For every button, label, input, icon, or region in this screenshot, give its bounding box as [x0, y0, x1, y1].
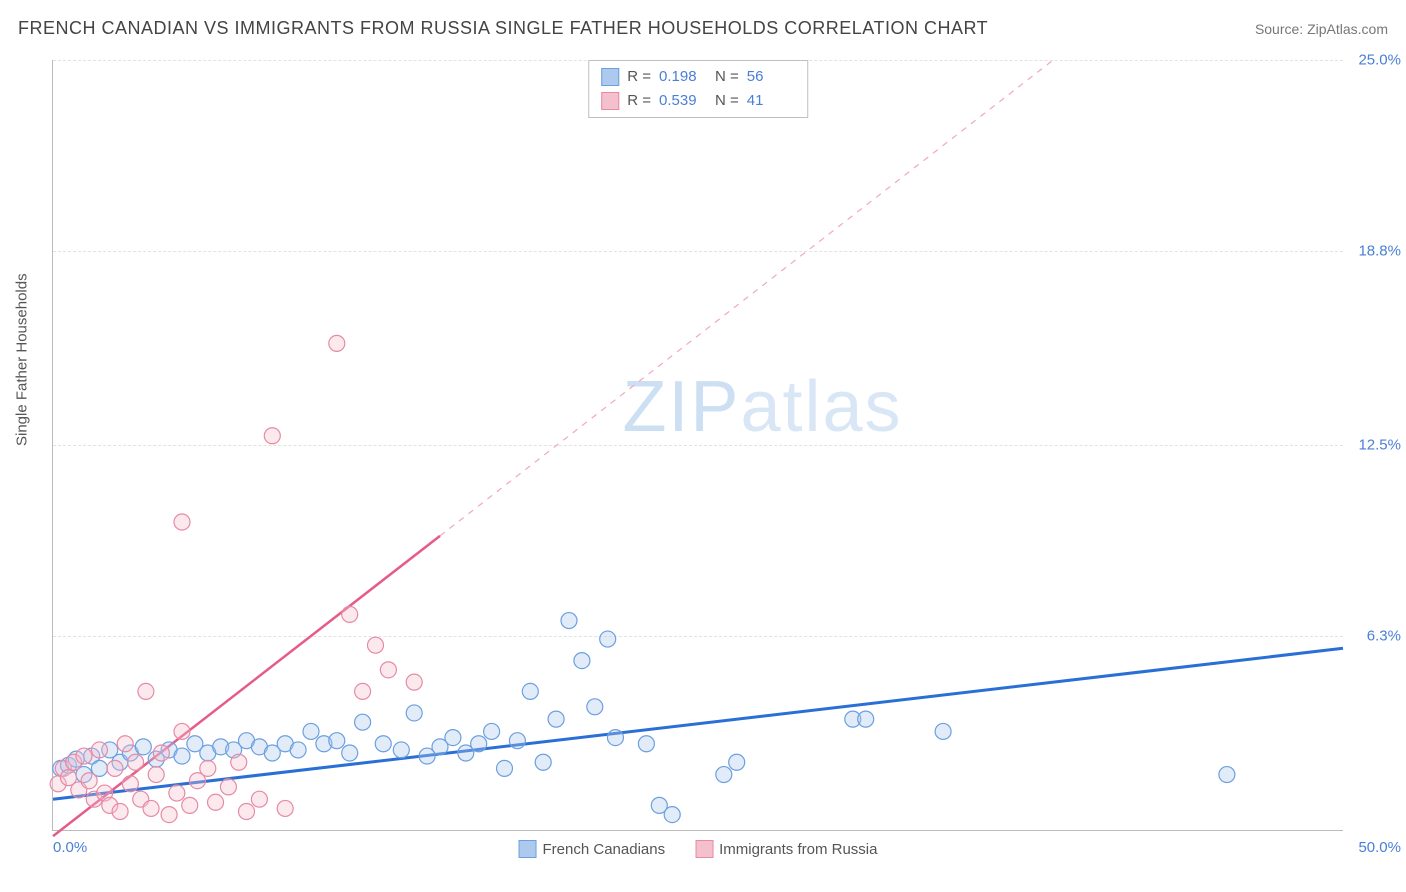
data-point [81, 773, 97, 789]
stat-N-value: 56 [747, 65, 795, 89]
legend-label: Immigrants from Russia [719, 841, 877, 858]
data-point [342, 745, 358, 761]
data-point [600, 631, 616, 647]
data-point [182, 797, 198, 813]
data-point [393, 742, 409, 758]
data-point [251, 791, 267, 807]
data-point [535, 754, 551, 770]
data-point [858, 711, 874, 727]
data-point [368, 637, 384, 653]
data-point [484, 723, 500, 739]
data-point [716, 767, 732, 783]
data-point [290, 742, 306, 758]
data-point [143, 800, 159, 816]
data-point [122, 776, 138, 792]
legend-swatch [601, 68, 619, 86]
data-point [174, 723, 190, 739]
data-point [239, 804, 255, 820]
data-point [574, 653, 590, 669]
legend-label: French Canadians [543, 841, 666, 858]
data-point [91, 742, 107, 758]
data-point [509, 733, 525, 749]
stat-R-label: R = [627, 89, 651, 113]
data-point [329, 335, 345, 351]
legend-swatch [601, 92, 619, 110]
data-point [128, 754, 144, 770]
data-point [471, 736, 487, 752]
stat-R-value: 0.198 [659, 65, 707, 89]
data-point [935, 723, 951, 739]
data-point [406, 705, 422, 721]
data-point [264, 428, 280, 444]
data-point [277, 800, 293, 816]
data-point [522, 683, 538, 699]
stats-legend: R = 0.198 N = 56 R = 0.539 N = 41 [588, 60, 808, 118]
legend-swatch [695, 840, 713, 858]
y-tick-label: 6.3% [1351, 627, 1401, 644]
data-point [607, 730, 623, 746]
plot-svg [53, 60, 1343, 830]
data-point [208, 794, 224, 810]
series-legend: French Canadians Immigrants from Russia [519, 840, 878, 858]
stat-R-label: R = [627, 65, 651, 89]
stats-row: R = 0.198 N = 56 [601, 65, 795, 89]
stats-row: R = 0.539 N = 41 [601, 89, 795, 113]
data-point [729, 754, 745, 770]
data-point [153, 745, 169, 761]
y-tick-label: 25.0% [1351, 52, 1401, 69]
data-point [135, 739, 151, 755]
data-point [117, 736, 133, 752]
y-axis-label: Single Father Households [14, 273, 31, 446]
legend-swatch [519, 840, 537, 858]
data-point [497, 760, 513, 776]
data-point [342, 606, 358, 622]
data-point [174, 748, 190, 764]
data-point [664, 807, 680, 823]
data-point [638, 736, 654, 752]
legend-item: Immigrants from Russia [695, 840, 877, 858]
data-point [329, 733, 345, 749]
x-tick-min: 0.0% [53, 839, 87, 856]
data-point [161, 807, 177, 823]
y-tick-label: 12.5% [1351, 437, 1401, 454]
data-point [355, 683, 371, 699]
data-point [107, 760, 123, 776]
data-point [548, 711, 564, 727]
data-point [445, 730, 461, 746]
data-point [148, 767, 164, 783]
data-point [375, 736, 391, 752]
data-point [1219, 767, 1235, 783]
x-tick-max: 50.0% [1358, 839, 1401, 856]
data-point [200, 760, 216, 776]
data-point [231, 754, 247, 770]
data-point [587, 699, 603, 715]
stat-N-label: N = [715, 65, 739, 89]
data-point [355, 714, 371, 730]
data-point [303, 723, 319, 739]
data-point [220, 779, 236, 795]
data-point [76, 748, 92, 764]
stat-N-label: N = [715, 89, 739, 113]
legend-item: French Canadians [519, 840, 666, 858]
data-point [138, 683, 154, 699]
data-point [169, 785, 185, 801]
regression-line-blue [53, 648, 1343, 799]
data-point [174, 514, 190, 530]
data-point [406, 674, 422, 690]
data-point [380, 662, 396, 678]
stat-R-value: 0.539 [659, 89, 707, 113]
y-tick-label: 18.8% [1351, 242, 1401, 259]
data-point [112, 804, 128, 820]
source-attribution: Source: ZipAtlas.com [1255, 21, 1388, 37]
regression-line-pink-dashed [440, 60, 1053, 536]
scatter-plot: ZIPatlas 6.3%12.5%18.8%25.0% R =0.198N =… [52, 60, 1343, 831]
chart-title: FRENCH CANADIAN VS IMMIGRANTS FROM RUSSI… [18, 18, 988, 39]
stat-N-value: 41 [747, 89, 795, 113]
data-point [561, 613, 577, 629]
